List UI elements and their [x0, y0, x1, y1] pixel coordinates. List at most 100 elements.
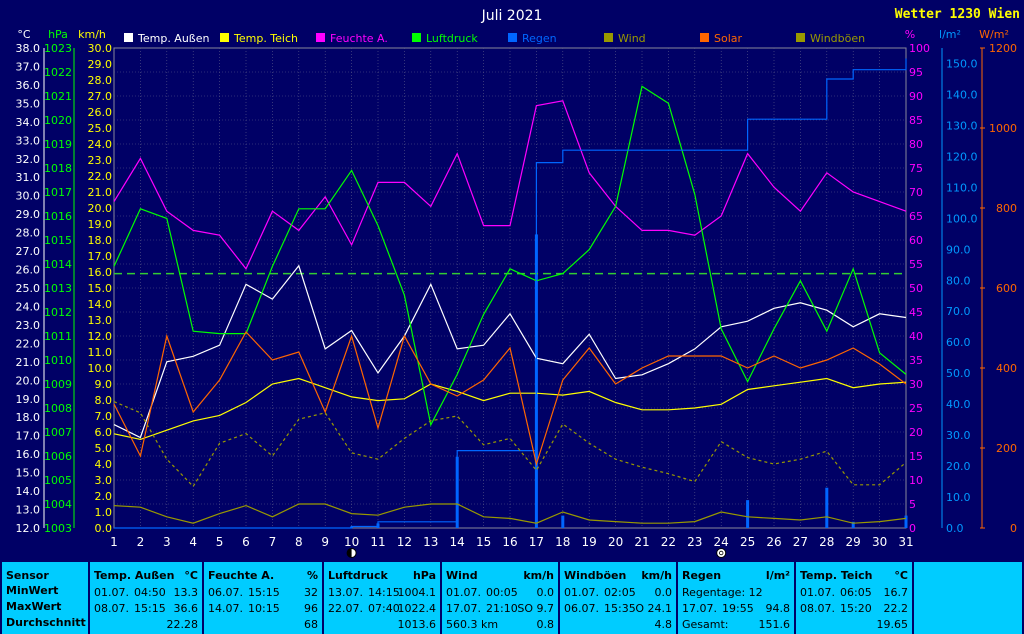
stats-teich-title: Temp. Teich [800, 569, 873, 582]
legend-swatch [316, 33, 325, 42]
tick-kmh: 3.0 [95, 474, 113, 487]
moon-markers [346, 548, 727, 558]
tick-wm2: 200 [996, 442, 1017, 455]
tick-temp: 33.0 [16, 134, 41, 147]
unit-kmh: km/h [78, 28, 106, 41]
tick-day: 9 [321, 535, 329, 549]
tick-kmh: 17.0 [88, 250, 113, 263]
tick-temp: 28.0 [16, 227, 41, 240]
stats-wind-title: Wind [446, 569, 478, 582]
stats-wind-min-date: 01.07. [446, 586, 481, 599]
tick-kmh: 9.0 [95, 378, 113, 391]
tick-hpa: 1005 [44, 474, 72, 487]
tick-day: 20 [608, 535, 623, 549]
stats-luftdruck-max-date: 22.07. [328, 602, 363, 615]
tick-temp: 24.0 [16, 300, 41, 313]
tick-kmh: 7.0 [95, 410, 113, 423]
stats-regen-max-date: 17.07. [682, 602, 717, 615]
tick-pct: 5 [909, 498, 916, 511]
tick-lm2: 120.0 [946, 150, 978, 163]
tick-temp: 21.0 [16, 356, 41, 369]
stats-wind-min-value: 0.0 [536, 586, 555, 599]
tick-temp: 23.0 [16, 319, 41, 332]
tick-day: 19 [582, 535, 597, 549]
tick-kmh: 2.0 [95, 490, 113, 503]
unit-pct: % [905, 28, 915, 41]
tick-temp: 26.0 [16, 264, 41, 277]
stats-feuchte-min-value: 32 [304, 586, 318, 599]
stats-luftdruck-avg: 1013.6 [397, 618, 437, 631]
tick-pct: 25 [909, 402, 923, 415]
tick-day: 5 [216, 535, 224, 549]
tick-kmh: 27.0 [88, 90, 113, 103]
stats-luftdruck-max-time: 07:40 [368, 602, 400, 615]
tick-hpa: 1008 [44, 402, 72, 415]
tick-kmh: 24.0 [88, 138, 113, 151]
tick-day: 14 [450, 535, 465, 549]
legend-swatch [220, 33, 229, 42]
stats-boeen-title: Windböen [564, 569, 627, 582]
series-solar [113, 330, 907, 467]
tick-wm2: 0 [1010, 522, 1017, 535]
stats-row-min-label: MinWert [6, 584, 59, 597]
stats-feuchte-max-time: 10:15 [248, 602, 280, 615]
tick-hpa: 1015 [44, 234, 72, 247]
tick-lm2: 30.0 [946, 429, 971, 442]
stats-panel-wind: Wind km/h 01.07. 00:05 0.0 17.07. 21:10 SO 9… [442, 562, 558, 634]
tick-pct: 90 [909, 90, 923, 103]
tick-pct: 75 [909, 162, 923, 175]
stats-boeen-avg: 4.8 [654, 618, 673, 631]
series-feuchte-a- [113, 100, 907, 270]
tick-kmh: 30.0 [88, 42, 113, 55]
tick-lm2: 50.0 [946, 367, 971, 380]
stats-wind-min-time: 00:05 [486, 586, 518, 599]
stats-teich-unit: °C [894, 569, 908, 582]
stats-temp-min-date: 01.07. [94, 586, 129, 599]
tick-temp: 27.0 [16, 245, 41, 258]
stats-panel-teich: Temp. Teich °C 01.07. 06:05 16.7 08.07. 15:… [796, 562, 912, 634]
tick-kmh: 5.0 [95, 442, 113, 455]
axes: 12.013.014.015.016.017.018.019.020.021.0… [16, 42, 1018, 549]
tick-temp: 29.0 [16, 208, 41, 221]
tick-day: 24 [714, 535, 729, 549]
tick-kmh: 12.0 [88, 330, 113, 343]
tick-day: 26 [766, 535, 781, 549]
tick-pct: 50 [909, 282, 923, 295]
tick-day: 27 [793, 535, 808, 549]
stats-panel-feuchte: Feuchte A. % 06.07. 15:15 32 14.07. 10:15 96… [204, 562, 322, 634]
tick-day: 21 [634, 535, 649, 549]
tick-lm2: 90.0 [946, 243, 971, 256]
tick-hpa: 1016 [44, 210, 72, 223]
stats-teich-min-time: 06:05 [840, 586, 872, 599]
tick-hpa: 1017 [44, 186, 72, 199]
tick-day: 25 [740, 535, 755, 549]
legend-label: Wind [618, 32, 646, 45]
legend-swatch [412, 33, 421, 42]
stats-panel-sensor: Sensor MinWert MaxWert Durchschnitt [2, 562, 88, 634]
tick-hpa: 1020 [44, 114, 72, 127]
tick-day: 3 [163, 535, 171, 549]
tick-kmh: 8.0 [95, 394, 113, 407]
tick-day: 23 [687, 535, 702, 549]
legend-swatch [796, 33, 805, 42]
full-moon-mark [719, 550, 724, 556]
tick-day: 22 [661, 535, 676, 549]
tick-day: 30 [872, 535, 887, 549]
stats-luftdruck-min-value: 1004.1 [397, 586, 437, 599]
tick-temp: 18.0 [16, 411, 41, 424]
stats-row-max-label: MaxWert [6, 600, 62, 613]
stats-wind-distance: 560.3 km [446, 618, 499, 631]
series-temp-teich [113, 377, 907, 441]
tick-temp: 22.0 [16, 337, 41, 350]
stats-luftdruck-unit: hPa [412, 569, 436, 582]
legend-label: Solar [714, 32, 743, 45]
tick-pct: 55 [909, 258, 923, 271]
legend-label: Windböen [810, 32, 865, 45]
tick-kmh: 16.0 [88, 266, 113, 279]
tick-temp: 25.0 [16, 282, 41, 295]
tick-day: 7 [269, 535, 277, 549]
unit-hpa: hPa [48, 28, 68, 41]
stats-wind-max-value: SO 9.7 [517, 602, 554, 615]
tick-pct: 70 [909, 186, 923, 199]
full-moon-icon [716, 548, 727, 558]
